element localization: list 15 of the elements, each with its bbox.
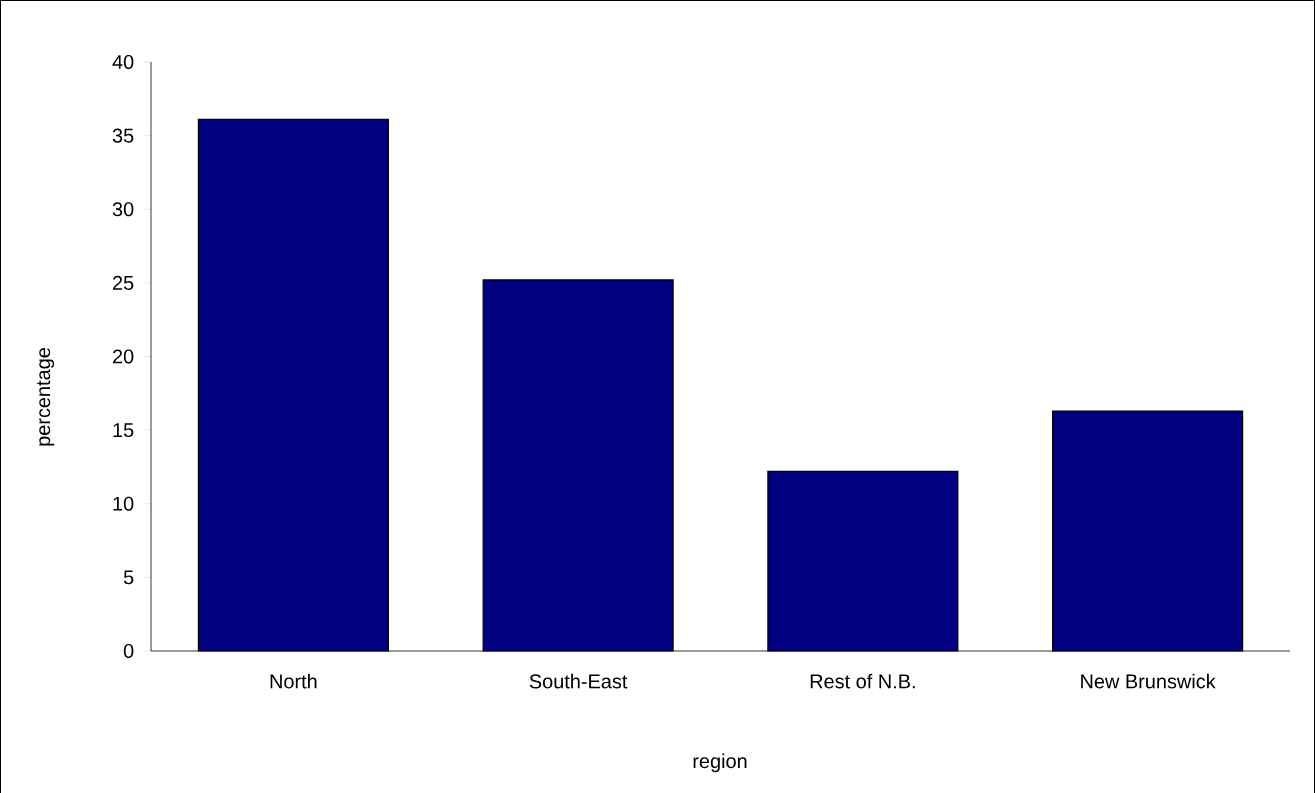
x-axis-title: region	[693, 753, 747, 773]
y-tick-label: 30	[112, 202, 134, 217]
y-tick-label: 10	[113, 496, 134, 511]
y-tick-label: 35	[112, 128, 134, 143]
x-tick-label: South-East	[529, 673, 628, 689]
x-tick-label: North	[270, 673, 317, 689]
y-tick-label: 15	[113, 423, 134, 438]
x-tick-label: Rest of N.B.	[810, 673, 915, 689]
y-tick-label: 0	[123, 643, 134, 659]
x-tick-label: New Brunswick	[1081, 673, 1216, 689]
y-tick-label: 20	[113, 349, 134, 364]
y-tick-label: 40	[112, 54, 134, 70]
y-axis-title: percentage	[37, 348, 55, 446]
y-tick-label: 25	[113, 275, 134, 290]
y-tick-label: 5	[123, 570, 134, 585]
